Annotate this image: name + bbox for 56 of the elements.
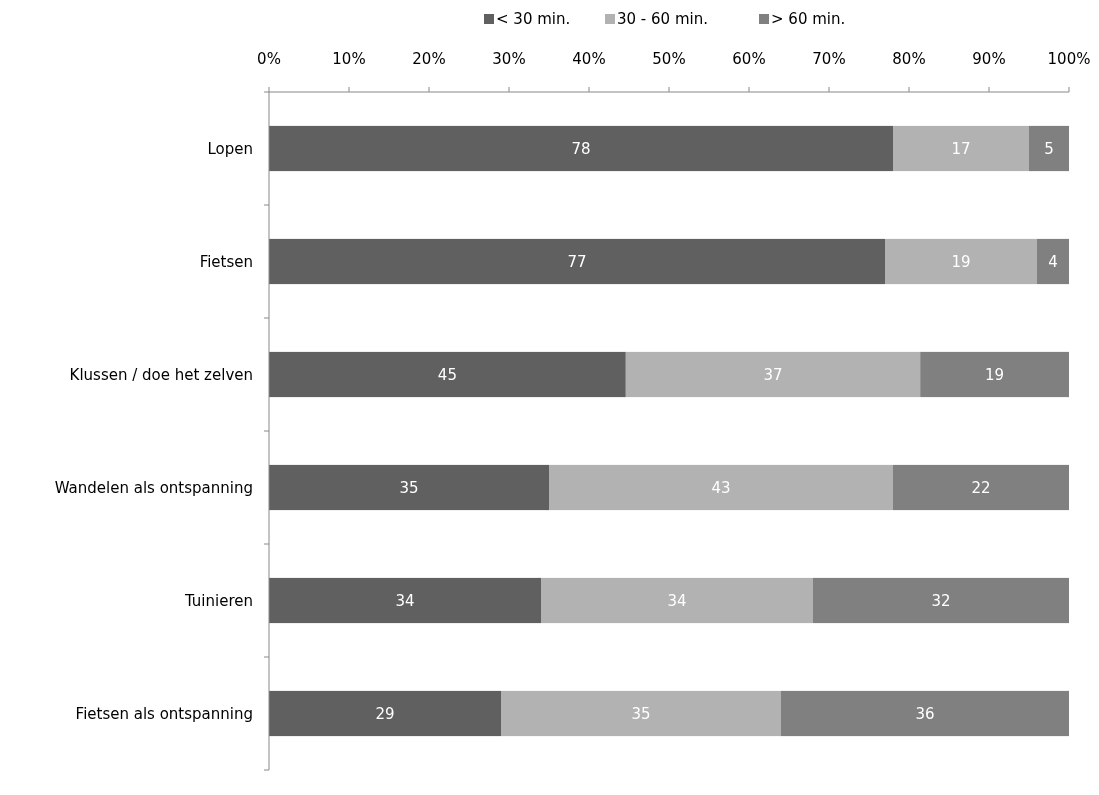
data-label: 78 [571, 139, 591, 158]
data-label: 19 [985, 365, 1005, 384]
bar [269, 238, 885, 285]
bar [269, 464, 549, 511]
data-label: 19 [951, 252, 971, 271]
bar [813, 577, 1069, 624]
legend-label: < 30 min. [496, 10, 571, 29]
bar [893, 464, 1069, 511]
x-tick-label: 10% [332, 50, 366, 68]
x-tick-label: 40% [572, 50, 606, 68]
bar [781, 690, 1069, 737]
data-label: 35 [399, 478, 419, 497]
bar [541, 577, 813, 624]
x-tick-label: 0% [257, 50, 281, 68]
y-tick-label: Wandelen als ontspanning [54, 478, 253, 497]
data-label: 5 [1044, 139, 1054, 158]
bar [269, 690, 501, 737]
bar [893, 125, 1029, 172]
x-tick-label: 20% [412, 50, 446, 68]
x-tick-label: 80% [892, 50, 926, 68]
bar [885, 238, 1037, 285]
y-tick-label: Fietsen als ontspanning [75, 704, 253, 723]
bar [920, 351, 1069, 398]
x-tick-label: 100% [1047, 50, 1091, 68]
y-tick-label: Fietsen [199, 252, 253, 271]
bar [549, 464, 893, 511]
bar [269, 351, 626, 398]
bar [269, 125, 893, 172]
bar [625, 351, 921, 398]
data-label: 29 [375, 704, 395, 723]
data-label: 45 [437, 365, 457, 384]
data-label: 77 [567, 252, 587, 271]
bar [1037, 238, 1069, 285]
bar [1029, 125, 1069, 172]
data-label: 37 [763, 365, 783, 384]
legend-label: > 60 min. [771, 10, 846, 29]
x-tick-label: 30% [492, 50, 526, 68]
data-label: 36 [915, 704, 935, 723]
y-tick-label: Klussen / doe het zelven [69, 365, 253, 384]
data-label: 17 [951, 139, 971, 158]
data-label: 32 [931, 591, 951, 610]
y-tick-label: Lopen [207, 139, 253, 158]
y-tick-label: Tuinieren [183, 591, 253, 610]
data-label: 34 [395, 591, 415, 610]
data-label: 22 [971, 478, 991, 497]
x-tick-label: 60% [732, 50, 766, 68]
data-label: 34 [667, 591, 687, 610]
data-label: 4 [1048, 252, 1058, 271]
data-label: 35 [631, 704, 651, 723]
bar [269, 577, 541, 624]
x-tick-label: 50% [652, 50, 686, 68]
bar [501, 690, 781, 737]
data-label: 43 [711, 478, 731, 497]
legend-label: 30 - 60 min. [617, 10, 708, 29]
x-tick-label: 90% [972, 50, 1006, 68]
x-tick-label: 70% [812, 50, 846, 68]
